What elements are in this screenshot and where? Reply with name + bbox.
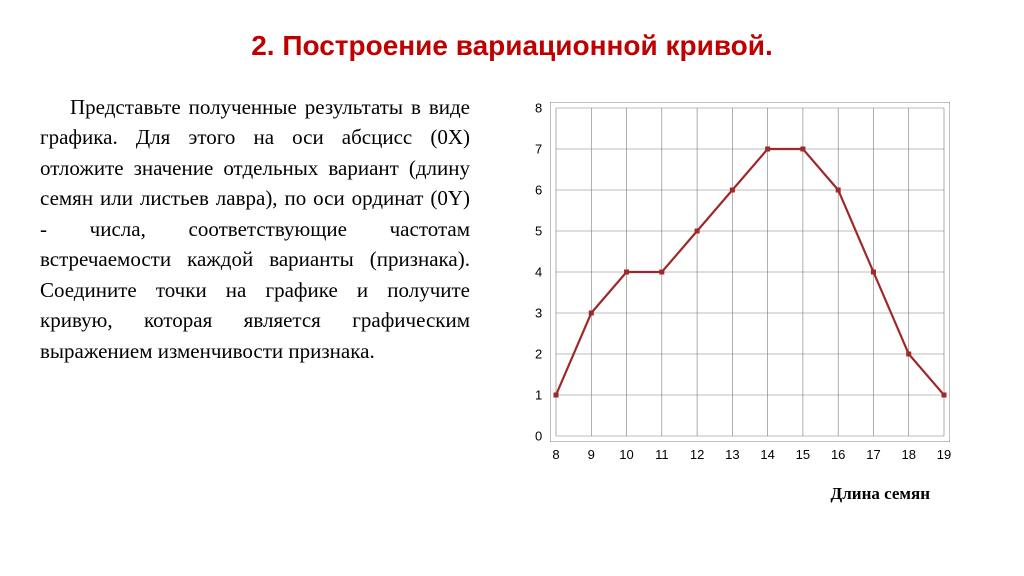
ytick-label: 1 [535, 388, 542, 403]
xtick-label: 13 [725, 447, 739, 462]
ytick-label: 7 [535, 142, 542, 157]
xtick-label: 15 [796, 447, 810, 462]
xtick-label: 11 [655, 447, 669, 462]
xtick-label: 14 [760, 447, 774, 462]
chart-xlabel: Длина семян [831, 484, 930, 504]
paragraph-text: Представьте полученные результаты в виде… [40, 92, 470, 366]
xtick-label: 18 [901, 447, 915, 462]
xtick-label: 17 [866, 447, 880, 462]
xtick-label: 19 [937, 447, 951, 462]
ytick-label: 2 [535, 347, 542, 362]
ytick-label: 8 [535, 101, 542, 116]
plot-area [550, 102, 950, 442]
ytick-label: 5 [535, 224, 542, 239]
variation-curve-chart: Частота встречаемости признака 012345678… [490, 92, 970, 502]
ytick-label: 6 [535, 183, 542, 198]
description-text: Представьте полученные результаты в виде… [40, 92, 470, 366]
xtick-label: 10 [619, 447, 633, 462]
xtick-label: 8 [552, 447, 559, 462]
chart-svg [550, 102, 950, 442]
ytick-label: 3 [535, 306, 542, 321]
content-row: Представьте полученные результаты в виде… [40, 92, 984, 502]
ytick-label: 4 [535, 265, 542, 280]
ytick-label: 0 [535, 429, 542, 444]
xtick-label: 9 [588, 447, 595, 462]
xtick-label: 12 [690, 447, 704, 462]
xtick-label: 16 [831, 447, 845, 462]
page-title: 2. Построение вариационной кривой. [40, 30, 984, 62]
